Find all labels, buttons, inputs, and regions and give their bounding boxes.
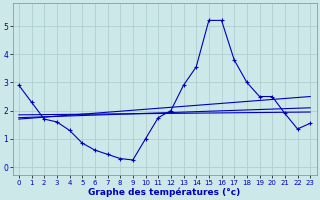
X-axis label: Graphe des températures (°c): Graphe des températures (°c): [88, 187, 241, 197]
